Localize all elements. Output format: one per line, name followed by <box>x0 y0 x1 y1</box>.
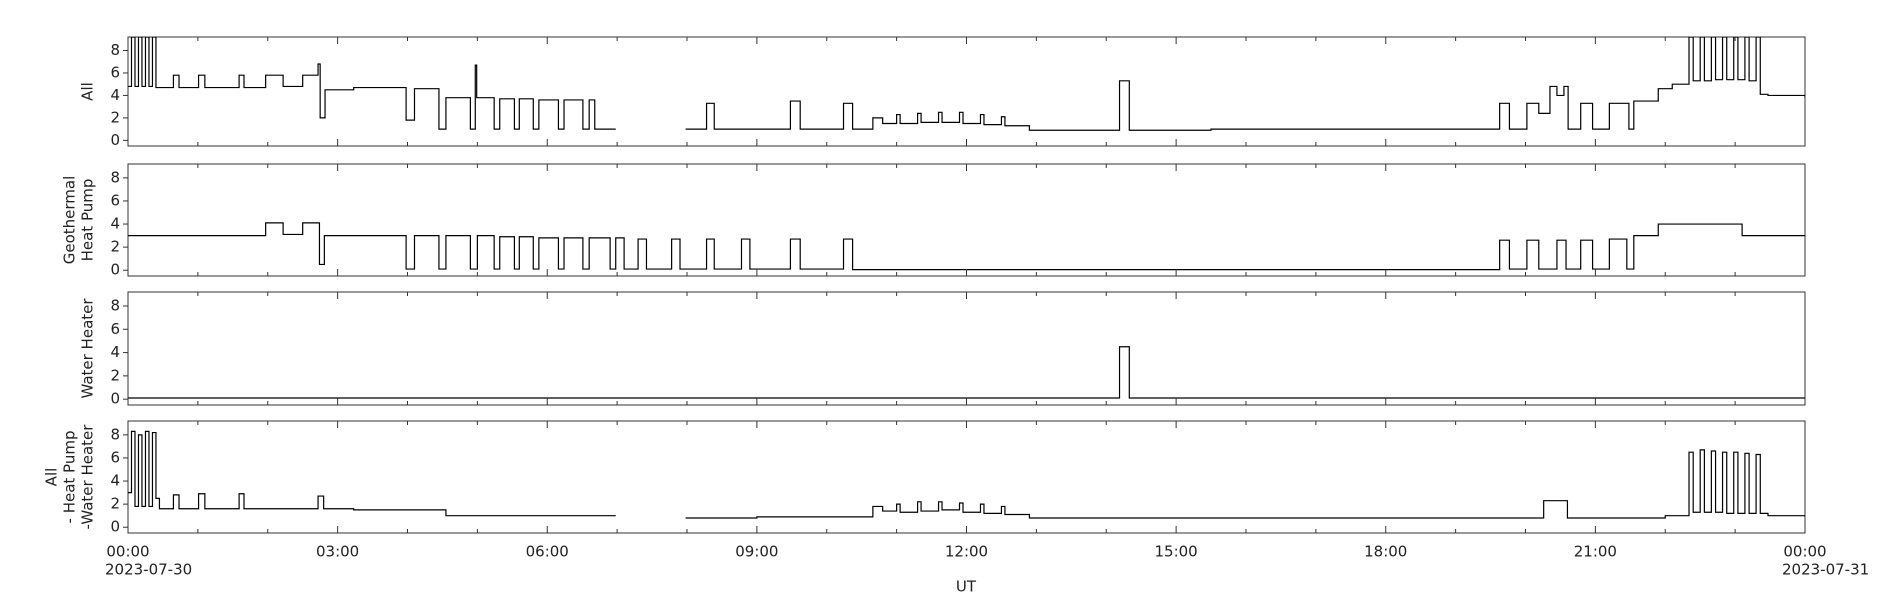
y-tick-label: 4 <box>110 215 120 233</box>
y-tick-label: 8 <box>110 425 120 443</box>
y-tick-label: 8 <box>110 296 120 314</box>
panel-frame <box>127 163 1806 277</box>
x-tick-label: 06:00 <box>526 543 569 561</box>
x-tick-label: 00:00 <box>106 543 149 561</box>
x-tick-label: 18:00 <box>1364 543 1407 561</box>
y-tick-label: 2 <box>110 366 120 384</box>
y-tick-label: 4 <box>110 472 120 490</box>
x-date-label: 2023-07-31 <box>1782 561 1869 579</box>
y-tick-label: 0 <box>110 518 120 536</box>
x-tick-label: 09:00 <box>735 543 778 561</box>
power-trace <box>128 37 1805 131</box>
y-tick-label: 6 <box>110 320 120 338</box>
panel-frame <box>127 36 1806 147</box>
x-tick-label: 15:00 <box>1155 543 1198 561</box>
y-tick-label: 8 <box>110 168 120 186</box>
x-tick-label: 00:00 <box>1783 543 1826 561</box>
y-tick-label: 4 <box>110 343 120 361</box>
y-tick-label: 2 <box>110 495 120 513</box>
panel-frame <box>127 291 1806 406</box>
y-axis-label: Geothermal <box>61 176 79 265</box>
x-axis-label: UT <box>956 578 977 596</box>
power-trace <box>128 430 1805 519</box>
y-tick-label: 6 <box>110 63 120 81</box>
y-axis-label: All <box>43 468 61 487</box>
x-tick-label: 12:00 <box>945 543 988 561</box>
y-tick-label: 6 <box>110 191 120 209</box>
panel-frame <box>127 420 1806 534</box>
y-axis-label: -Water Heater <box>79 424 97 530</box>
y-axis-label: All <box>79 82 97 101</box>
power-trace <box>128 222 1805 271</box>
y-axis-label: - Heat Pump <box>61 431 79 524</box>
x-date-label: 2023-07-30 <box>105 561 192 579</box>
y-tick-label: 6 <box>110 448 120 466</box>
power-trace <box>128 346 1805 399</box>
y-tick-label: 2 <box>110 108 120 126</box>
y-tick-label: 4 <box>110 86 120 104</box>
y-axis-label: Water Heater <box>79 298 97 399</box>
x-tick-label: 21:00 <box>1574 543 1617 561</box>
y-axis-label: Heat Pump <box>79 179 97 262</box>
y-tick-label: 0 <box>110 390 120 408</box>
y-tick-label: 2 <box>110 238 120 256</box>
x-tick-label: 03:00 <box>316 543 359 561</box>
y-tick-label: 0 <box>110 261 120 279</box>
y-tick-label: 0 <box>110 131 120 149</box>
y-tick-label: 8 <box>110 41 120 59</box>
